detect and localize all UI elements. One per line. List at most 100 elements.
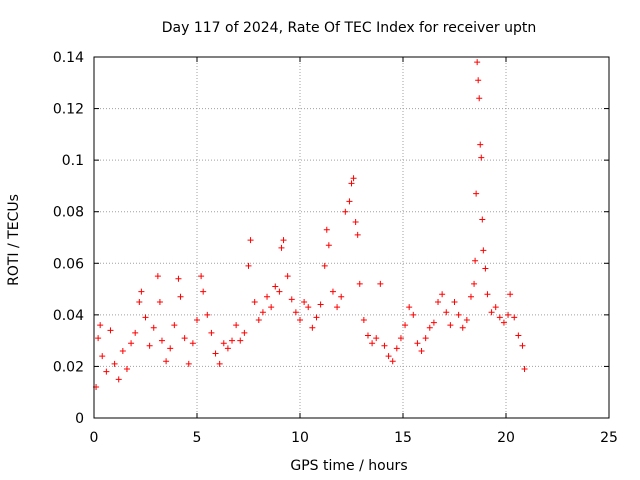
data-point [313,314,320,321]
data-point [471,280,478,287]
data-point [338,293,345,300]
data-point [111,360,118,367]
data-point [132,329,139,336]
data-point [229,337,236,344]
y-tick-label: 0 [75,411,84,427]
x-tick-label: 10 [291,430,309,446]
data-point [150,324,157,331]
data-point [474,59,481,66]
data-point [381,342,388,349]
x-axis-label: GPS time / hours [290,458,407,474]
data-point [455,311,462,318]
data-point [334,304,341,311]
data-point [189,340,196,347]
data-point [237,337,244,344]
data-point [472,257,479,264]
data-point [480,247,487,254]
data-point [325,242,332,249]
data-point [280,237,287,244]
data-point [496,314,503,321]
data-point [348,180,355,187]
data-point [342,208,349,215]
data-point [154,273,161,280]
data-point [259,309,266,316]
data-point [99,353,106,360]
y-tick-label: 0.02 [53,359,84,375]
data-point [507,291,514,298]
data-point [519,342,526,349]
data-point [136,298,143,305]
data-point [212,350,219,357]
data-point [276,288,283,295]
data-point [479,216,486,223]
x-tick-label: 0 [90,430,99,446]
data-point [264,293,271,300]
data-point [175,275,182,282]
data-point [309,324,316,331]
data-point [492,304,499,311]
data-point [146,342,153,349]
data-point [247,237,254,244]
data-point [200,288,207,295]
data-point [323,226,330,233]
data-point [204,311,211,318]
data-point [194,317,200,324]
data-point [430,319,437,326]
data-point [255,317,262,324]
data-point [484,291,491,298]
data-point [268,304,275,311]
data-point [181,335,188,342]
data-point [418,347,425,354]
x-tick-label: 5 [193,430,202,446]
data-point [354,231,361,238]
grid-lines [94,57,609,418]
data-point [158,337,165,344]
data-point [488,309,495,316]
data-point [426,324,433,331]
data-point [505,311,512,318]
data-point [284,273,291,280]
data-point [350,175,357,182]
y-tick-label: 0.06 [53,256,84,272]
data-point [511,314,518,321]
data-point [301,298,308,305]
data-point [198,273,205,280]
data-point [305,304,312,311]
data-point [95,335,102,342]
data-point [477,141,484,148]
data-point [406,304,413,311]
data-point [103,368,110,375]
data-point [138,288,145,295]
data-point [364,332,371,339]
data-point [107,327,114,334]
data-point [177,293,184,300]
data-point [447,322,454,329]
data-point [224,345,231,352]
data-point [317,301,324,308]
data-point [216,360,223,367]
data-point [397,335,404,342]
data-point [476,95,483,102]
data-point [208,329,215,336]
y-tick-label: 0.04 [53,308,84,324]
data-point [167,345,174,352]
plot-frame [93,56,610,419]
data-point [163,358,170,365]
data-point [272,283,279,290]
x-tick-label: 20 [497,430,515,446]
data-point [443,309,450,316]
data-point [288,296,295,303]
data-point [123,366,130,373]
y-tick-label: 0.1 [62,153,84,169]
data-point [241,329,248,336]
data-point [467,293,474,300]
data-point [360,317,367,324]
data-point [482,265,489,272]
data-point [329,288,336,295]
data-point [385,353,392,360]
data-point [128,340,135,347]
data-point [439,291,446,298]
data-point [220,340,227,347]
data-point [352,219,359,226]
